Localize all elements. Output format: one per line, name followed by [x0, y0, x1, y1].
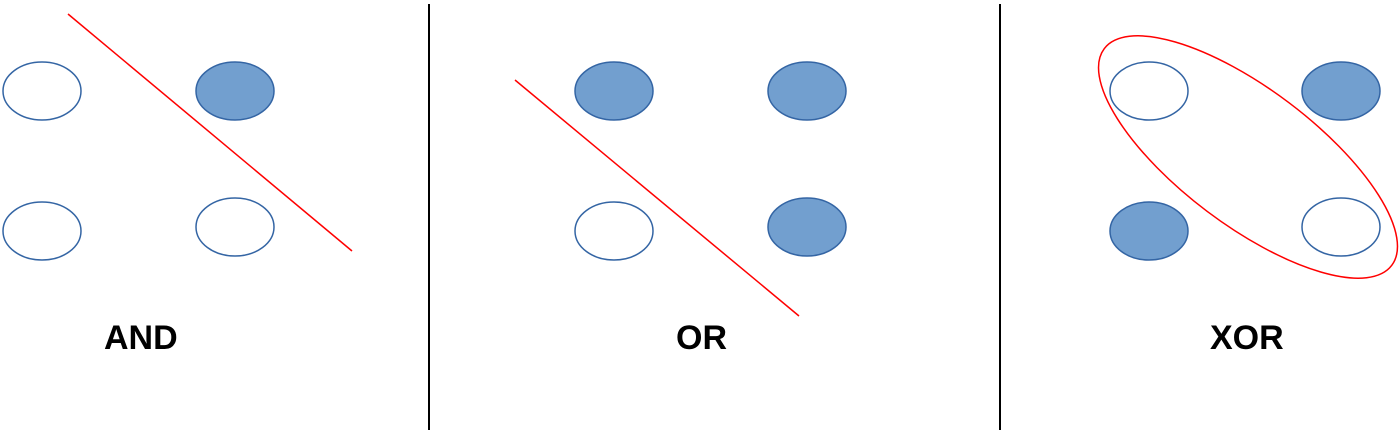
xor-point-1-1 — [1301, 61, 1381, 121]
or-point-1-1 — [767, 61, 847, 121]
xor-panel — [1097, 35, 1399, 279]
xor-label: XOR — [1210, 319, 1284, 357]
xor-point-1-0 — [1301, 197, 1381, 257]
or-point-0-1 — [574, 61, 654, 121]
or-point-0-0 — [574, 201, 654, 261]
or-label: OR — [676, 319, 727, 357]
xor-point-0-0 — [1109, 201, 1189, 261]
and-point-1-1 — [195, 61, 275, 121]
and-panel — [2, 13, 353, 261]
and-label: AND — [104, 319, 178, 357]
and-point-0-1 — [2, 61, 82, 121]
and-point-0-0 — [2, 201, 82, 261]
and-separator-line — [67, 13, 353, 252]
or-separator-line — [514, 79, 800, 317]
xor-separator-ellipse — [1097, 35, 1399, 279]
and-point-1-0 — [195, 197, 275, 257]
or-panel — [514, 61, 847, 317]
xor-point-0-1 — [1109, 61, 1189, 121]
or-point-1-0 — [767, 197, 847, 257]
